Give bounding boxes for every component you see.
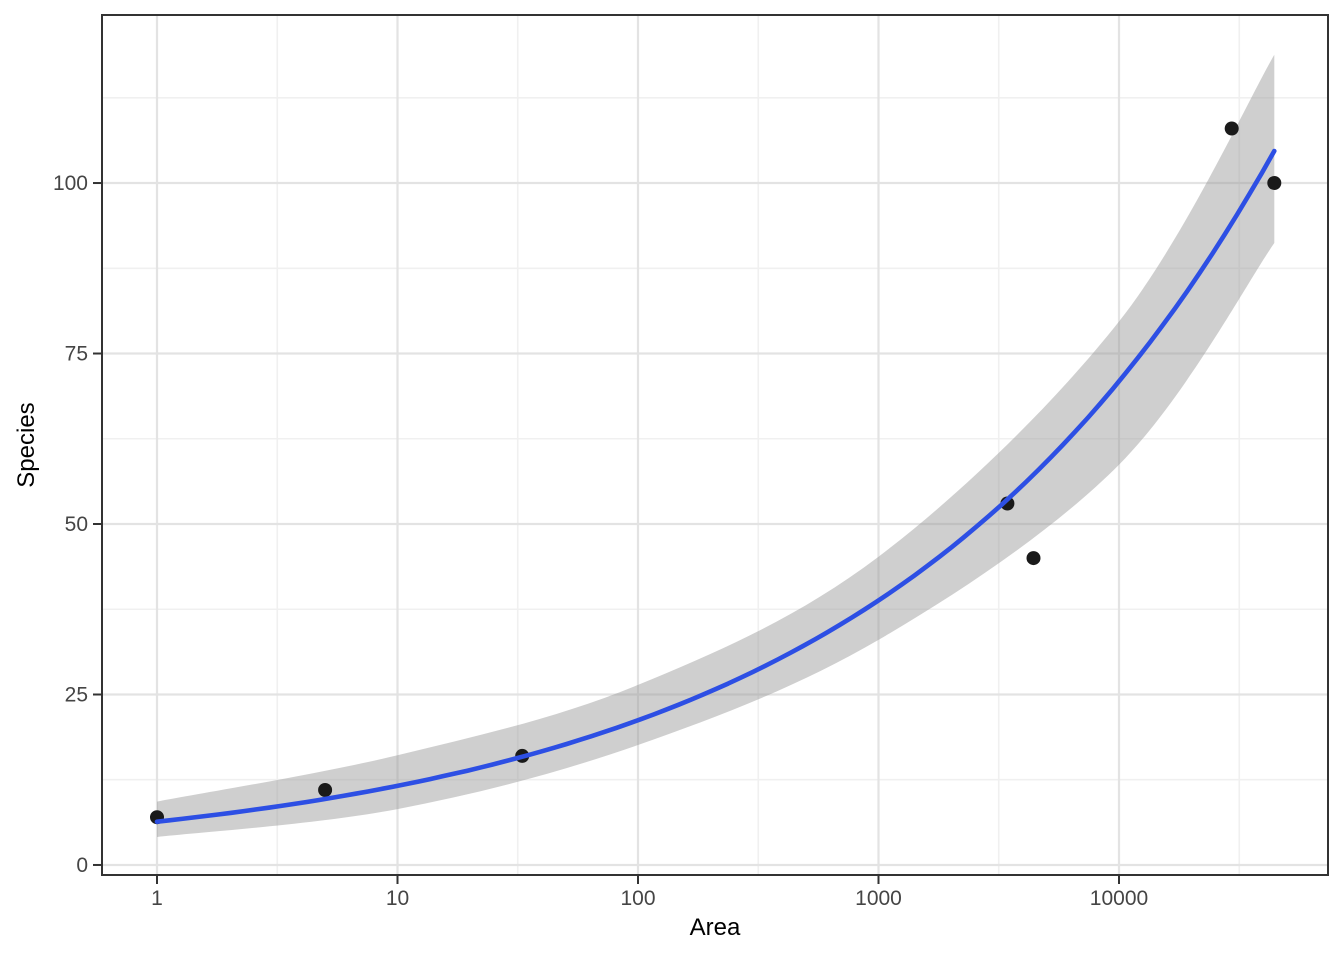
- x-tick-label: 1: [151, 887, 163, 910]
- y-axis-title: Species: [13, 402, 40, 488]
- x-tick-label: 100: [620, 887, 655, 910]
- data-point: [1026, 551, 1041, 566]
- y-tick-label: 100: [53, 172, 88, 195]
- confidence-ribbon: [157, 54, 1275, 838]
- x-tick-label: 1000: [855, 887, 902, 910]
- data-point: [318, 783, 333, 797]
- y-tick-label: 25: [65, 683, 88, 706]
- y-tick-label: 0: [76, 854, 88, 877]
- data-point: [1224, 121, 1239, 136]
- fit-line: [154, 148, 1277, 825]
- y-tick-label: 75: [65, 343, 88, 366]
- x-tick-label: 10000: [1090, 887, 1148, 910]
- data-point: [1267, 176, 1282, 190]
- panel-border: [101, 14, 1329, 876]
- x-tick-label: 10: [386, 887, 409, 910]
- y-tick-label: 50: [65, 513, 88, 536]
- x-axis-title: Area: [689, 914, 741, 941]
